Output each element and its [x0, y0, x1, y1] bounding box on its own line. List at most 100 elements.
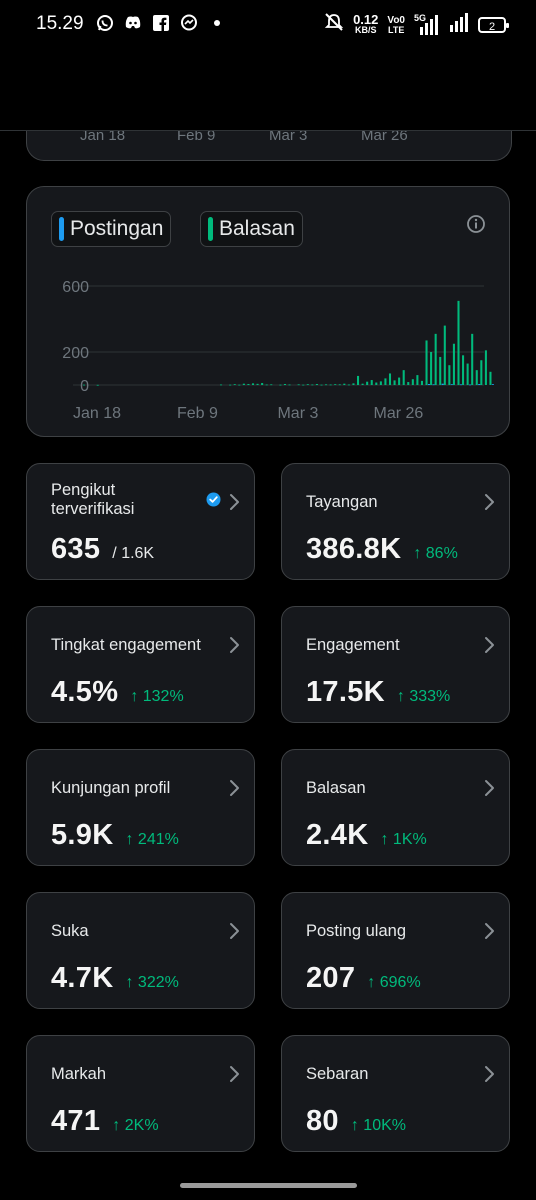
metric-tile[interactable]: Posting ulang 207 ↑ 696% [281, 892, 510, 1009]
balasan-bar [484, 350, 487, 385]
metric-label: Tingkat engagement [51, 636, 201, 654]
metric-value: 4.7K [51, 962, 114, 994]
metric-change: ↑ 10K% [350, 1117, 406, 1134]
metric-value: 386.8K [306, 533, 402, 565]
balasan-bar [370, 380, 373, 385]
balasan-bar [306, 384, 309, 385]
notification-icons [96, 14, 226, 32]
metric-value: 2.4K [306, 819, 369, 851]
balasan-bar [334, 384, 337, 385]
metric-tile[interactable]: Tingkat engagement 4.5% ↑ 132% [26, 606, 255, 723]
postingan-bar [450, 384, 453, 385]
metric-value-row: 4.5% ↑ 132% [51, 676, 184, 709]
balasan-bar [311, 384, 314, 386]
metric-tile[interactable]: Engagement 17.5K ↑ 333% [281, 606, 510, 723]
facebook-icon [152, 14, 170, 32]
balasan-bar [357, 375, 360, 385]
balasan-bar [480, 360, 483, 385]
x-tick-label: Mar 26 [374, 405, 424, 422]
y-tick-label: 600 [62, 279, 89, 296]
metric-tile[interactable]: Kunjungan profil 5.9K ↑ 241% [26, 749, 255, 866]
chevron-right-icon [483, 921, 497, 941]
balasan-bar [297, 384, 300, 386]
dot-icon [208, 14, 226, 32]
metric-change: ↑ 1K% [380, 831, 427, 848]
balasan-bar [315, 384, 318, 385]
postingan-bar [427, 384, 431, 385]
chevron-right-icon [228, 921, 242, 941]
postingan-bar [459, 384, 462, 386]
balasan-bar [261, 383, 264, 385]
signal-icon [449, 12, 469, 37]
home-indicator[interactable] [180, 1183, 357, 1188]
balasan-bar [434, 333, 437, 385]
balasan-bar [393, 380, 396, 385]
legend-postingan[interactable]: Postingan [51, 211, 172, 247]
legend-label: Balasan [219, 217, 295, 240]
legend-balasan[interactable]: Balasan [200, 211, 303, 247]
balasan-bar [379, 381, 382, 385]
chevron-right-icon [228, 492, 242, 512]
balasan-bar [320, 384, 323, 386]
balasan-bar [325, 384, 328, 386]
balasan-bar [329, 384, 332, 386]
balasan-bar [407, 382, 410, 385]
metric-value: 635 [51, 533, 101, 565]
metric-change: ↑ 322% [125, 974, 179, 991]
metric-tile[interactable]: Tayangan 386.8K ↑ 86% [281, 463, 510, 580]
balasan-bar [251, 383, 255, 385]
metric-tile[interactable]: Markah 471 ↑ 2K% [26, 1035, 255, 1152]
postingan-bar [491, 384, 494, 385]
balasan-bar [352, 383, 355, 385]
balasan-bar [96, 384, 99, 386]
balasan-bar [448, 365, 451, 385]
balasan-bar [466, 363, 469, 385]
volte-indicator: Vo0 LTE [387, 14, 405, 35]
metric-label: Sebaran [306, 1065, 369, 1083]
balasan-bar [83, 384, 86, 386]
metric-value-row: 4.7K ↑ 322% [51, 962, 179, 995]
verified-badge-icon [206, 492, 221, 507]
metric-value-row: 386.8K ↑ 86% [306, 533, 458, 566]
system-icons: 0.12 KB/S Vo0 LTE 5G 2 [324, 12, 509, 37]
balasan-bar [425, 340, 428, 385]
status-bar: 15.29 0.12 KB/S Vo0 LTE 5G [0, 0, 536, 48]
metric-label: Posting ulang [306, 922, 406, 940]
chevron-right-icon [483, 1064, 497, 1084]
metric-change: ↑ 86% [413, 545, 458, 562]
date-label: Feb 9 [177, 127, 216, 144]
metric-value-row: 635 / 1.6K [51, 533, 154, 566]
signal-label: 5G [414, 12, 427, 23]
balasan-bar [402, 370, 405, 385]
balasan-bar [270, 384, 273, 386]
postingan-bar [478, 384, 481, 385]
legend-swatch [59, 217, 64, 241]
balasan-bar [439, 356, 442, 385]
balasan-bar [489, 371, 492, 385]
activity-chart-card: Postingan Balasan 600 200 0 Jan 18 Feb 9 Mar … [26, 186, 510, 437]
balasan-bar [229, 384, 232, 386]
messenger-icon [180, 14, 198, 32]
metric-tile[interactable]: Pengikut terverifikasi 635 / 1.6K [26, 463, 255, 580]
metric-total: / 1.6K [112, 545, 155, 562]
metric-change: ↑ 241% [125, 831, 179, 848]
metric-label: Suka [51, 922, 89, 940]
balasan-bar [361, 383, 364, 385]
metric-value: 207 [306, 962, 356, 994]
balasan-bar [416, 375, 419, 385]
info-icon[interactable] [465, 213, 487, 235]
metric-value-row: 17.5K ↑ 333% [306, 676, 450, 709]
balasan-bar [420, 380, 423, 386]
metric-tile[interactable]: Balasan 2.4K ↑ 1K% [281, 749, 510, 866]
discord-icon [124, 14, 142, 32]
metric-value-row: 207 ↑ 696% [306, 962, 421, 995]
y-tick-label: 0 [80, 378, 89, 395]
metric-tile[interactable]: Suka 4.7K ↑ 322% [26, 892, 255, 1009]
balasan-bar [283, 384, 286, 385]
status-time: 15.29 [36, 13, 84, 34]
metric-tile[interactable]: Sebaran 80 ↑ 10K% [281, 1035, 510, 1152]
balasan-bar [366, 381, 369, 385]
metric-label: Balasan [306, 779, 366, 797]
metric-change: ↑ 2K% [112, 1117, 159, 1134]
x-tick-label: Mar 3 [277, 405, 318, 422]
